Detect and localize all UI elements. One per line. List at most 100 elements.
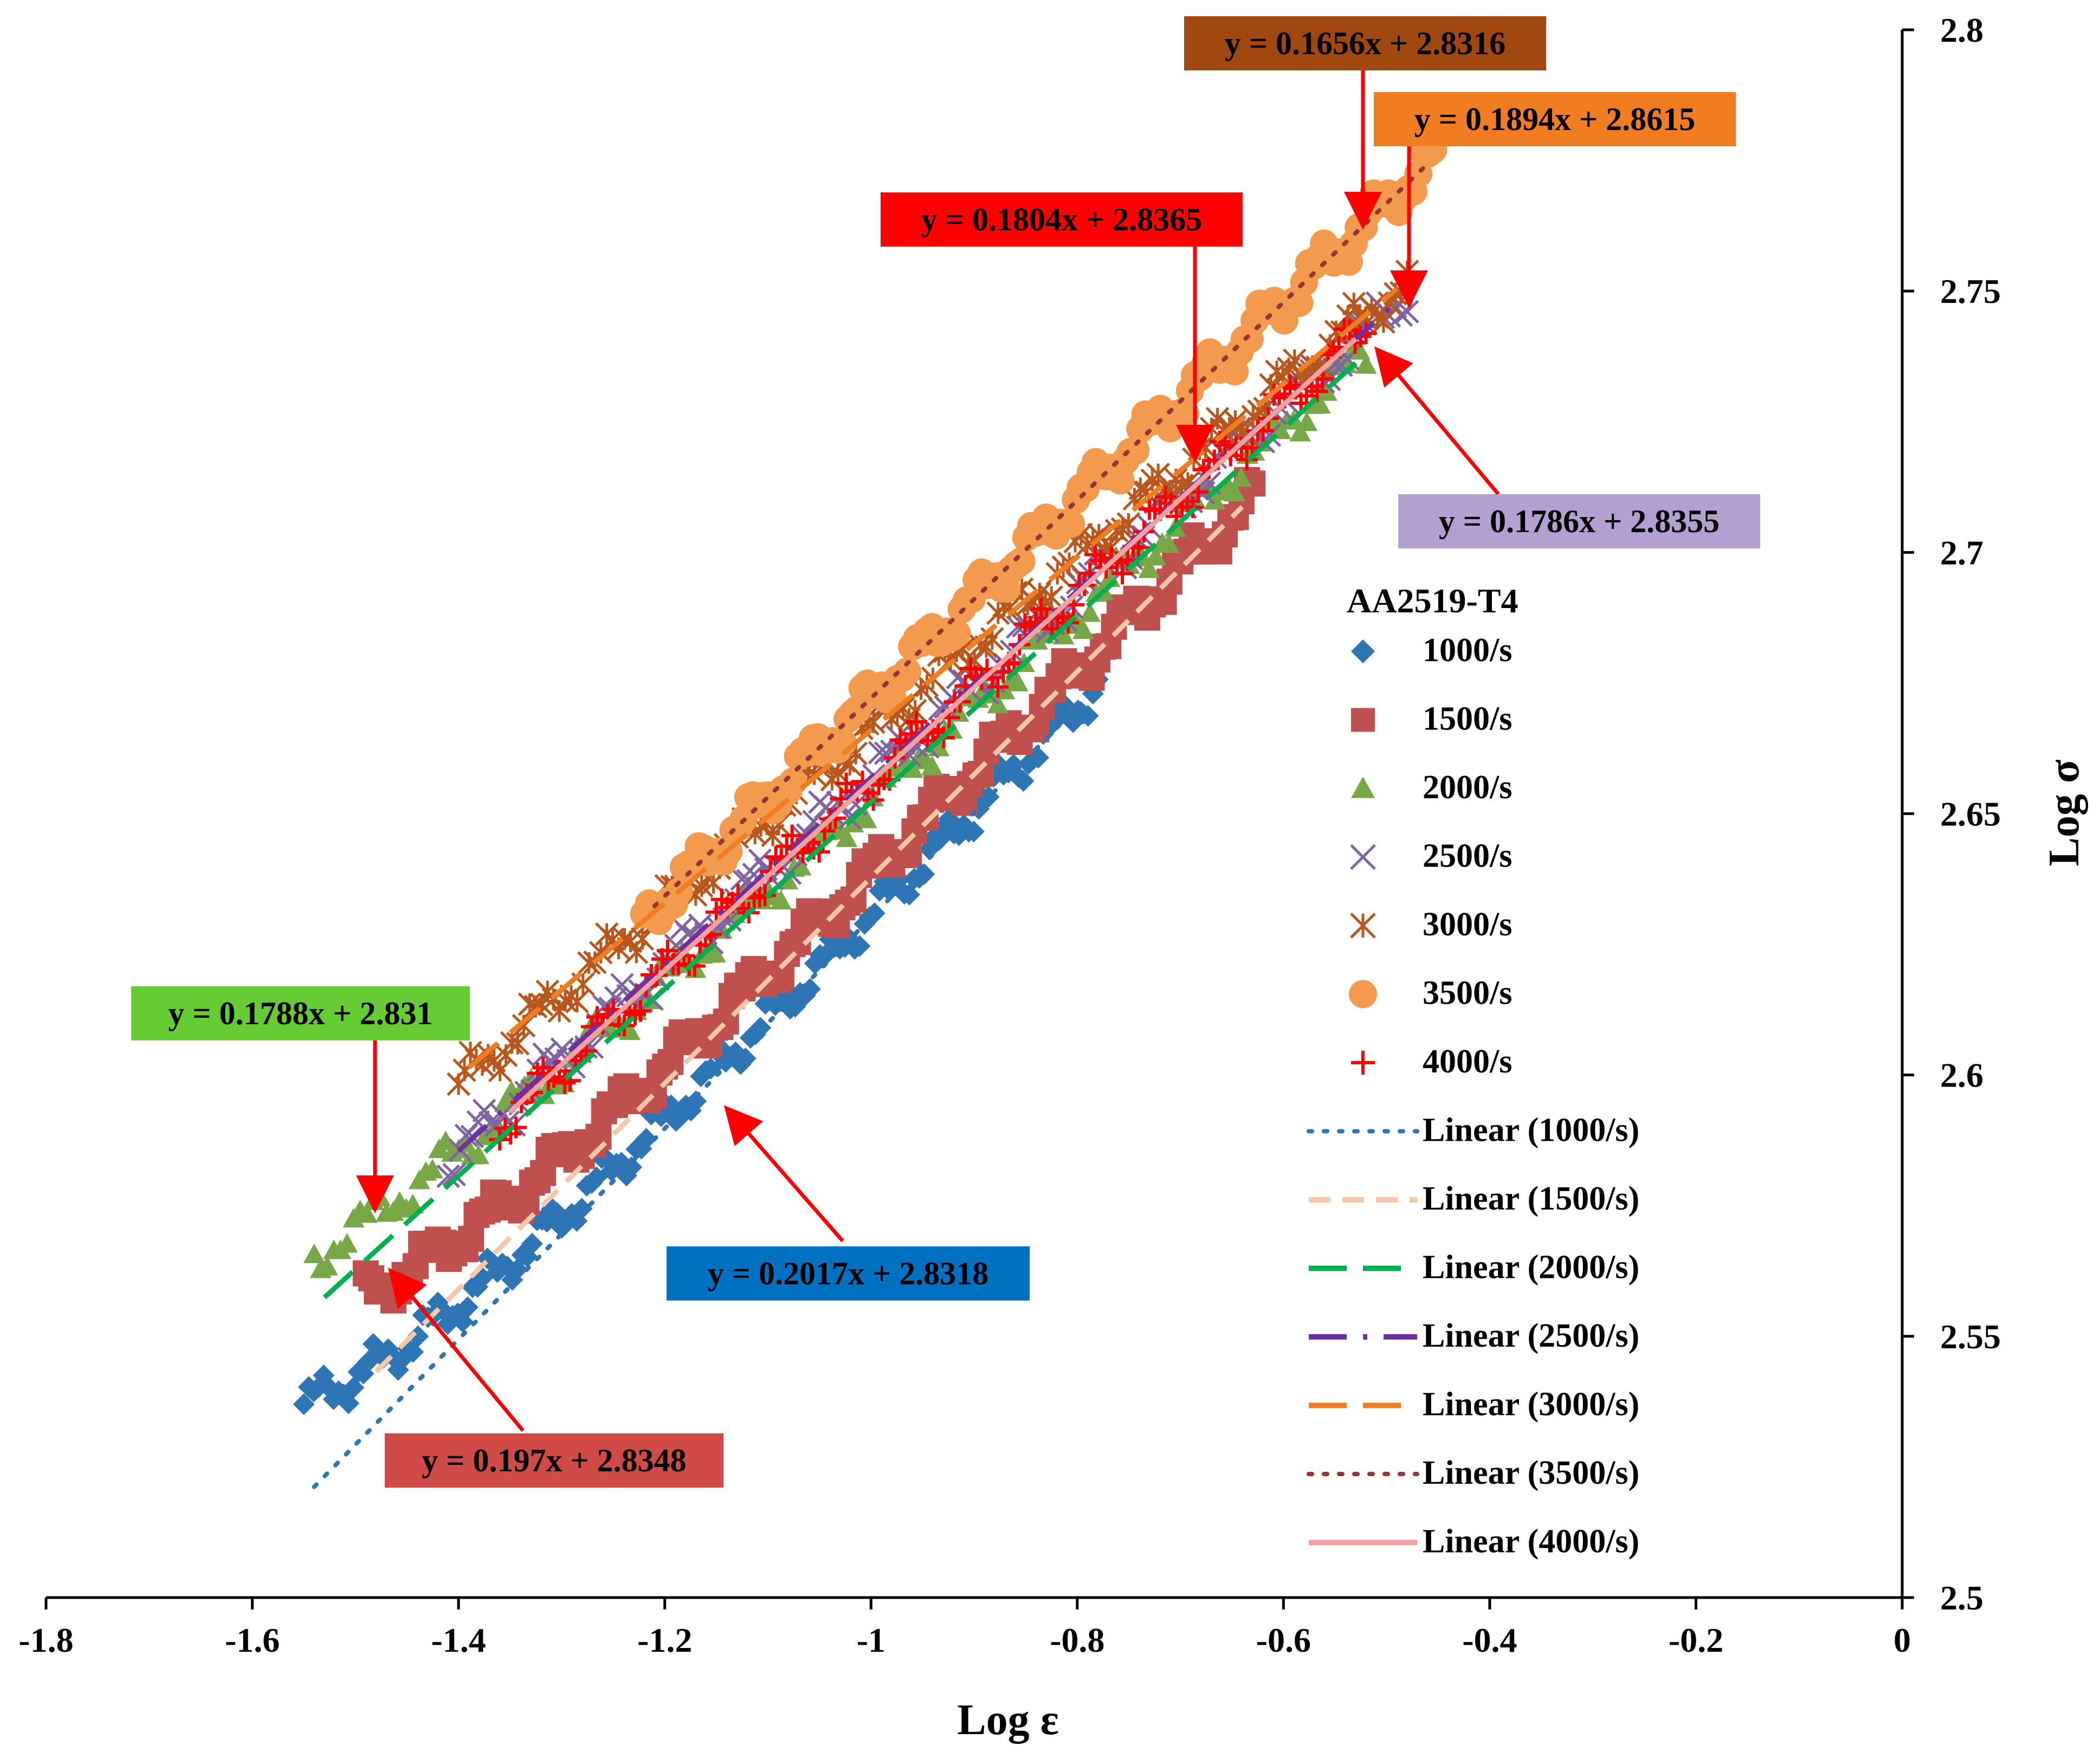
data-point (1236, 448, 1258, 470)
legend-trendline-label: Linear (2500/s) (1423, 1317, 1639, 1354)
legend-item-label: 2500/s (1423, 838, 1512, 875)
data-point (1171, 399, 1199, 428)
data-point (407, 1325, 429, 1347)
equation-box (1184, 16, 1546, 70)
data-point (336, 1233, 358, 1253)
data-point (1296, 411, 1318, 431)
data-point (1289, 422, 1311, 442)
legend-item-label: 3500/s (1423, 975, 1512, 1012)
data-point (1007, 547, 1036, 576)
y-tick-label: 2.65 (1940, 795, 2001, 833)
equation-text: y = 0.1656x + 2.8316 (1225, 25, 1505, 61)
data-point (1121, 436, 1150, 465)
series-1000-per-s (293, 668, 1109, 1415)
equation-label: y = 0.2017x + 2.8318 (667, 1246, 1030, 1301)
data-point (1057, 509, 1085, 538)
data-point (1039, 585, 1063, 609)
data-point (1138, 558, 1160, 578)
annotation-arrow (388, 1268, 525, 1432)
data-point (624, 1004, 646, 1026)
data-point (1230, 467, 1252, 487)
equation-labels: y = 0.2017x + 2.8318 y = 0.197x + 2.8348 y… (131, 16, 1760, 1488)
data-point (402, 1193, 424, 1213)
trendline-3000-per-s (467, 287, 1399, 1070)
equation-box (667, 1246, 1030, 1301)
legend-item-label: 1500/s (1423, 701, 1512, 738)
data-point (1072, 619, 1094, 639)
annotation-arrows (356, 70, 1500, 1432)
data-point (962, 820, 985, 843)
data-point (610, 973, 634, 997)
data-point (467, 1145, 489, 1165)
data-point (987, 676, 1009, 698)
data-point (1014, 613, 1036, 635)
data-point (1372, 310, 1395, 334)
legend-trendline-label: Linear (4000/s) (1423, 1523, 1639, 1560)
data-point (1349, 980, 1377, 1008)
x-tick-label: -0.6 (1256, 1621, 1311, 1659)
x-tick-label: 0 (1894, 1621, 1911, 1659)
legend-item-label: 4000/s (1423, 1043, 1512, 1080)
legend-item-label: 3000/s (1423, 906, 1512, 943)
data-point (704, 943, 726, 963)
equation-label: y = 0.1804x + 2.8365 (881, 192, 1243, 247)
y-tick-label: 2.55 (1940, 1317, 2001, 1356)
data-point (456, 1296, 479, 1318)
data-point (1306, 380, 1328, 403)
data-point (621, 1156, 643, 1178)
legend-trendline-label: Linear (1500/s) (1423, 1180, 1639, 1217)
data-point (855, 809, 877, 829)
equation-text: y = 0.1786x + 2.8355 (1439, 503, 1720, 539)
data-point (770, 890, 792, 910)
annotation-arrow (723, 1105, 844, 1243)
data-point (898, 883, 920, 906)
data-point (849, 935, 871, 957)
data-point (893, 657, 921, 686)
equation-box (131, 986, 470, 1040)
data-point (1181, 496, 1204, 519)
equation-text: y = 0.1788x + 2.831 (168, 995, 432, 1031)
data-point (942, 619, 971, 648)
trendline-1500-per-s (374, 505, 1244, 1374)
data-point (685, 1090, 707, 1113)
trendlines (312, 161, 1430, 1489)
data-point (1295, 385, 1317, 407)
series-1500-per-s (352, 467, 1266, 1314)
annotation-arrow (1374, 346, 1500, 496)
data-point (765, 846, 787, 868)
data-point (532, 1057, 554, 1079)
data-point (836, 827, 858, 848)
equation-label: y = 0.1894x + 2.8615 (1374, 92, 1736, 146)
data-point (680, 1100, 702, 1122)
equation-label: y = 0.1786x + 2.8355 (1398, 494, 1760, 548)
equation-label: y = 0.1788x + 2.831 (131, 986, 470, 1040)
y-tick-label: 2.5 (1940, 1579, 1983, 1617)
data-point (1214, 434, 1236, 456)
data-point (1158, 533, 1180, 553)
data-point (1027, 747, 1049, 769)
legend: AA2519-T4 1000/s 1500/s 2000/s 2500/s 3000/s… (1307, 581, 1639, 1560)
y-tick-label: 2.75 (1940, 272, 2001, 311)
plot-area (293, 121, 1452, 1415)
y-tick-label: 2.8 (1940, 11, 1983, 49)
y-axis-title: Log σ (2040, 759, 2088, 866)
trendline-1000-per-s (312, 694, 1090, 1489)
x-tick-label: -1 (857, 1621, 886, 1659)
data-point (571, 1198, 593, 1220)
data-point (1351, 639, 1375, 663)
legend-title: AA2519-T4 (1347, 581, 1518, 620)
data-point (781, 824, 803, 846)
data-point (1309, 394, 1331, 414)
legend-trendline-label: Linear (3500/s) (1423, 1454, 1639, 1491)
data-point (1348, 340, 1371, 360)
equation-box (1398, 494, 1760, 548)
data-point (316, 1256, 338, 1276)
y-ticks: 2.5 2.55 2.6 2.65 2.7 2.75 2.8 (1902, 11, 2001, 1617)
equation-text: y = 0.197x + 2.8348 (422, 1443, 686, 1478)
data-point (436, 1164, 460, 1188)
equation-label: y = 0.1656x + 2.8316 (1184, 16, 1546, 70)
data-point (1077, 704, 1099, 727)
x-tick-label: -1.6 (225, 1621, 280, 1659)
data-point (906, 710, 928, 733)
x-ticks: -1.8 -1.6 -1.4 -1.2 -1 -0.8 -0.6 -0.4 -0.2 0 (18, 1598, 1911, 1659)
